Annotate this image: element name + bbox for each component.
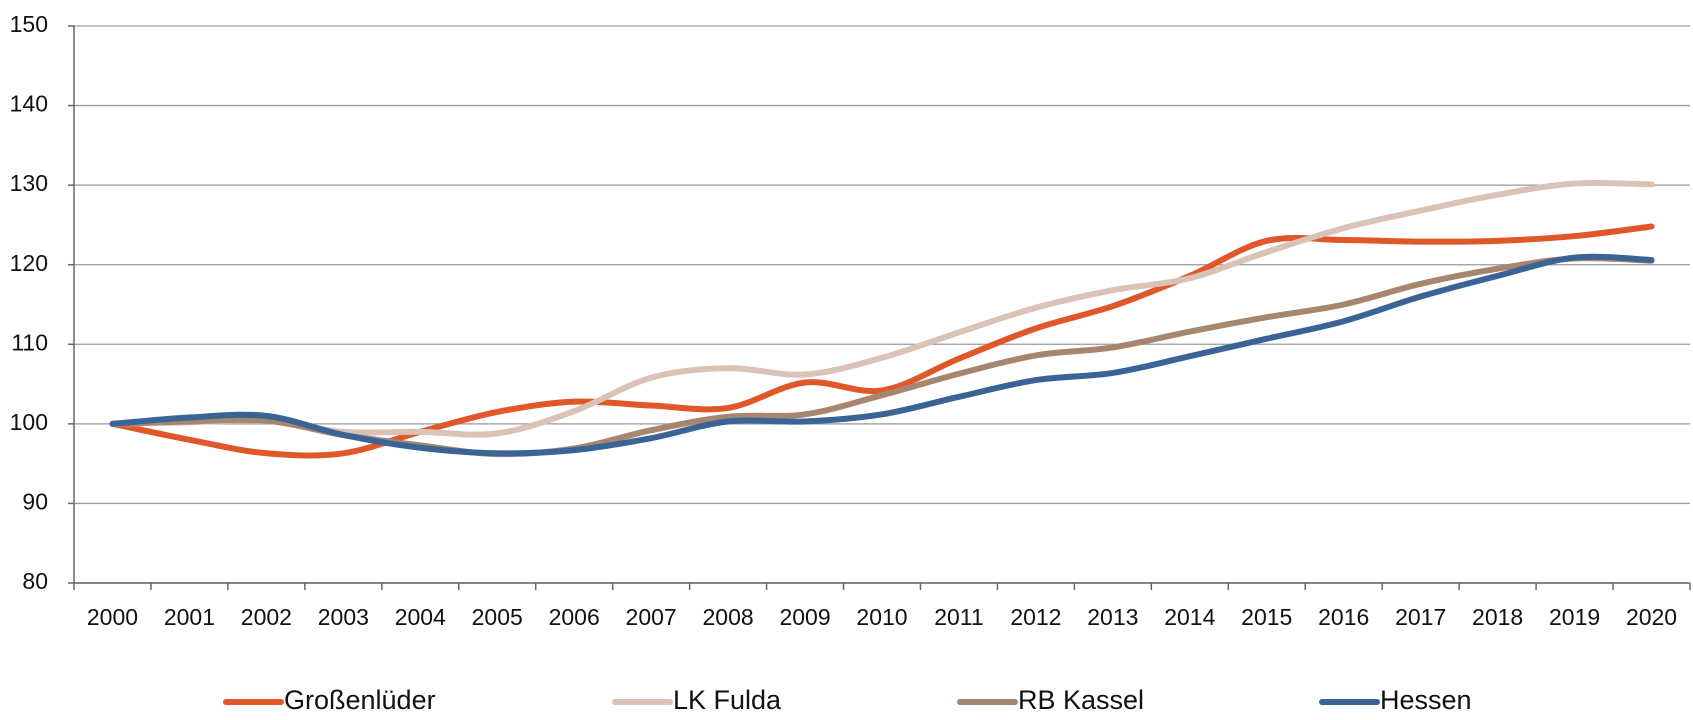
y-tick-label: 110 <box>11 329 48 355</box>
x-tick-label: 2015 <box>1241 604 1292 630</box>
legend-label: Hessen <box>1380 685 1472 715</box>
y-tick-label: 120 <box>10 250 48 276</box>
x-tick-label: 2004 <box>395 604 446 630</box>
x-tick-label: 2020 <box>1626 604 1677 630</box>
x-tick-label: 2016 <box>1318 604 1369 630</box>
x-tick-label: 2007 <box>626 604 677 630</box>
x-tick-label: 2009 <box>779 604 830 630</box>
y-tick-label: 80 <box>22 568 48 594</box>
legend-label: Großenlüder <box>284 685 436 715</box>
line-series <box>109 179 1655 438</box>
x-tick-label: 2019 <box>1549 604 1600 630</box>
line-series <box>109 223 1655 459</box>
legend-label: LK Fulda <box>673 685 782 715</box>
x-tick-label: 2013 <box>1087 604 1138 630</box>
y-tick-label: 130 <box>10 170 48 196</box>
x-tick-label: 2002 <box>241 604 292 630</box>
x-tick-label: 2012 <box>1010 604 1061 630</box>
x-tick-label: 2017 <box>1395 604 1446 630</box>
x-tick-label: 2000 <box>87 604 138 630</box>
x-tick-label: 2001 <box>164 604 215 630</box>
x-tick-label: 2011 <box>934 604 983 630</box>
y-tick-label: 90 <box>22 489 48 515</box>
x-tick-label: 2018 <box>1472 604 1523 630</box>
y-tick-label: 140 <box>10 91 48 117</box>
y-tick-label: 100 <box>10 409 48 435</box>
x-tick-label: 2010 <box>856 604 907 630</box>
x-tick-label: 2008 <box>703 604 754 630</box>
x-tick-label: 2003 <box>318 604 369 630</box>
y-tick-label: 150 <box>10 11 48 37</box>
x-tick-label: 2014 <box>1164 604 1215 630</box>
legend-label: RB Kassel <box>1018 685 1144 715</box>
line-series <box>109 253 1655 457</box>
x-tick-label: 2005 <box>472 604 523 630</box>
x-tick-label: 2006 <box>549 604 600 630</box>
